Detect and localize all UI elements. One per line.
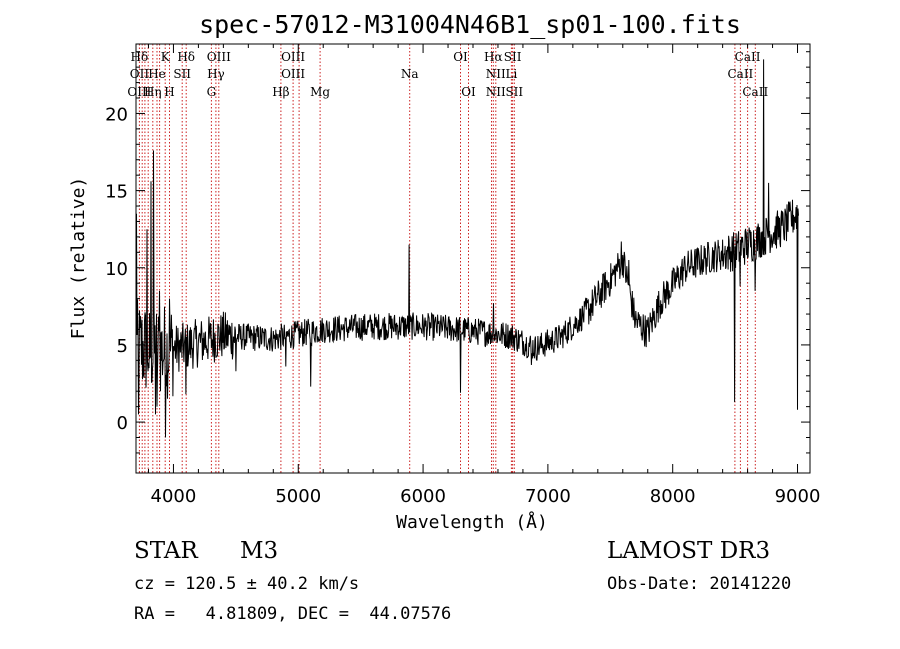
x-tick-label: 5000 [275, 486, 321, 507]
line-label: OIII [281, 67, 305, 81]
x-axis-label: Wavelength (Å) [396, 511, 548, 533]
line-label: Hη [144, 85, 162, 99]
line-label: K [161, 50, 171, 64]
line-label: Mg [310, 85, 330, 99]
line-label: CaII [742, 85, 768, 99]
line-label: Li [505, 67, 517, 81]
line-label: NII [486, 85, 506, 99]
x-tick-label: 7000 [525, 486, 571, 507]
line-label: CaII [735, 50, 761, 64]
line-label: OIII [281, 50, 305, 64]
y-tick-label: 5 [117, 336, 128, 357]
y-tick-label: 0 [117, 413, 128, 434]
line-label: SII [173, 67, 191, 81]
line-label: Hγ [207, 67, 225, 81]
y-tick-label: 10 [105, 259, 128, 280]
line-label: Hδ [177, 50, 195, 64]
line-label: SII [504, 50, 522, 64]
x-tick-label: 9000 [775, 486, 821, 507]
y-tick-label: 15 [105, 182, 128, 203]
line-label: OI [453, 50, 468, 64]
survey-name: LAMOST DR3 [607, 538, 771, 564]
line-label: OIII [127, 85, 151, 99]
line-label: H [164, 85, 174, 99]
line-label: Hβ [272, 85, 289, 99]
line-label: G [207, 85, 217, 99]
line-label: He [148, 67, 166, 81]
y-tick-label: 20 [105, 104, 128, 125]
y-axis-label: Flux (relative) [68, 177, 89, 340]
line-label: NII [486, 67, 506, 81]
line-label: OI [461, 85, 476, 99]
redshift-line: cz = 120.5 ± 40.2 km/s [134, 574, 360, 594]
line-label: OII [130, 67, 150, 81]
x-tick-label: 6000 [400, 486, 446, 507]
object-type: STAR [134, 538, 198, 564]
line-label: Hα [484, 50, 503, 64]
x-tick-label: 8000 [650, 486, 696, 507]
chart-title: spec-57012-M31004N46B1_sp01-100.fits [199, 10, 741, 39]
x-tick-label: 4000 [151, 486, 197, 507]
line-label: Na [401, 67, 419, 81]
spectral-line-markers [138, 44, 756, 473]
observation-date: Obs-Date: 20141220 [607, 574, 792, 594]
object-subclass: M3 [240, 538, 279, 564]
x-axis-ticks: 4000 5000 6000 7000 8000 9000 [147, 44, 821, 507]
spectrum-line [135, 59, 799, 438]
line-label: CaII [727, 67, 753, 81]
y-axis-ticks: 0 5 10 15 20 [105, 51, 810, 454]
line-label: OIII [207, 50, 231, 64]
line-label: Hδ [131, 50, 149, 64]
coordinates-line: RA = 4.81809, DEC = 44.07576 [134, 604, 452, 624]
line-label: SII [505, 85, 523, 99]
